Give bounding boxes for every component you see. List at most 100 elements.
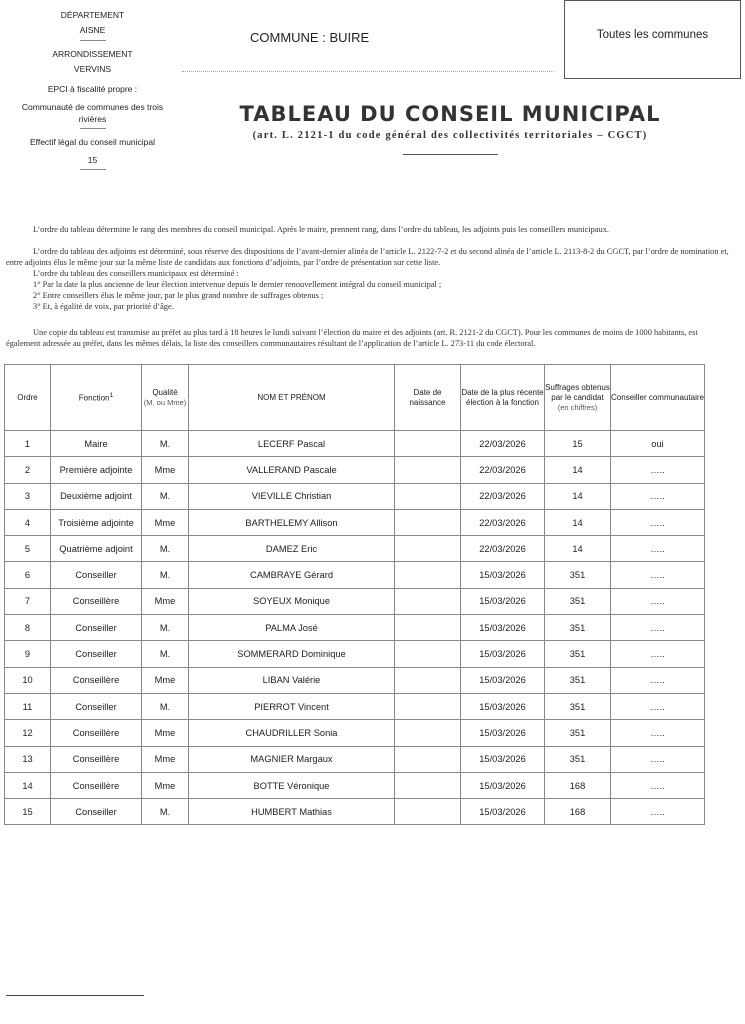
cell-nom: LECERF Pascal xyxy=(188,429,395,458)
footnote-separator xyxy=(6,995,144,996)
cell-naissance xyxy=(394,640,461,668)
cell-qualite: Mme xyxy=(141,666,189,694)
cell-fonction: Conseillère xyxy=(50,745,142,773)
cell-suffrages: 351 xyxy=(544,614,611,642)
cell-fonction: Conseiller xyxy=(50,692,142,721)
cell-ordre: 11 xyxy=(4,692,51,721)
cell-communautaire: ….. xyxy=(610,640,705,668)
cell-nom: SOYEUX Monique xyxy=(188,587,395,616)
cell-fonction: Deuxième adjoint xyxy=(50,482,142,510)
cell-election: 15/03/2026 xyxy=(460,640,545,668)
cell-fonction: Conseillère xyxy=(50,666,142,694)
page-title: TABLEAU DU CONSEIL MUNICIPAL xyxy=(239,102,661,126)
cell-suffrages: 14 xyxy=(544,508,611,537)
table-row: 3 Deuxième adjoint M. VIEVILLE Christian 22/… xyxy=(4,482,705,510)
cell-fonction: Première adjointe xyxy=(50,456,142,484)
cell-election: 22/03/2026 xyxy=(460,429,545,458)
cell-election: 22/03/2026 xyxy=(460,508,545,537)
cell-nom: PIERROT Vincent xyxy=(188,692,395,721)
intro-text: L’ordre du tableau détermine le rang des… xyxy=(6,224,732,349)
cell-communautaire: ….. xyxy=(610,561,705,589)
cell-election: 15/03/2026 xyxy=(460,614,545,642)
cell-election: 15/03/2026 xyxy=(460,798,545,826)
cell-naissance xyxy=(394,666,461,694)
table-row: 2 Première adjointe Mme VALLERAND Pascale 22… xyxy=(4,456,705,484)
header-fonction-label: Fonction xyxy=(78,393,110,403)
footnote-ref: 1 xyxy=(109,391,114,399)
cell-qualite: M. xyxy=(141,798,189,826)
cell-qualite: M. xyxy=(141,640,189,668)
dotted-line xyxy=(182,71,554,72)
table-row: 8 Conseiller M. PALMA José 15/03/2026 351….. xyxy=(4,614,705,642)
table-row: 9 Conseiller M. SOMMERARD Dominique 15/03/20… xyxy=(4,640,705,668)
cell-communautaire: ….. xyxy=(610,666,705,694)
cell-election: 15/03/2026 xyxy=(460,745,545,773)
cell-fonction: Conseillère xyxy=(50,771,142,800)
header-qualite: Qualité (M. ou Mme) xyxy=(141,364,189,431)
commune-name: COMMUNE : BUIRE xyxy=(250,30,370,45)
cell-fonction: Conseiller xyxy=(50,798,142,826)
cell-election: 15/03/2026 xyxy=(460,666,545,694)
cell-naissance xyxy=(394,745,461,773)
list-item: 3° Et, à égalité de voix, par priorité d… xyxy=(33,302,174,311)
table-row: 15 Conseiller M. HUMBERT Mathias 15/03/2026 1… xyxy=(4,798,705,826)
cell-suffrages: 15 xyxy=(544,429,611,458)
paragraph: L’ordre du tableau des adjoints est déte… xyxy=(6,247,729,267)
table-row: 11 Conseiller M. PIERROT Vincent 15/03/2026 3… xyxy=(4,692,705,721)
cell-naissance xyxy=(394,692,461,721)
table-row: 13 Conseillère Mme MAGNIER Margaux 15/03/202… xyxy=(4,745,705,773)
cell-nom: CAMBRAYE Gérard xyxy=(188,561,395,589)
cell-qualite: Mme xyxy=(141,587,189,616)
cell-election: 15/03/2026 xyxy=(460,719,545,747)
cell-ordre: 8 xyxy=(4,614,51,642)
cell-ordre: 13 xyxy=(4,745,51,773)
cell-nom: BOTTE Véronique xyxy=(188,771,395,800)
table-row: 5 Quatrième adjoint M. DAMEZ Eric 22/03/2026… xyxy=(4,535,705,563)
divider xyxy=(79,39,106,41)
cell-fonction: Conseiller xyxy=(50,640,142,668)
cell-ordre: 12 xyxy=(4,719,51,747)
cell-ordre: 5 xyxy=(4,535,51,563)
cell-nom: CHAUDRILLER Sonia xyxy=(188,719,395,747)
scope-box: Toutes les communes xyxy=(564,0,741,79)
cell-suffrages: 351 xyxy=(544,719,611,747)
cell-communautaire: oui xyxy=(610,429,705,458)
paragraph: L’ordre du tableau des conseillers munic… xyxy=(33,269,239,278)
cell-communautaire: ….. xyxy=(610,587,705,616)
cell-communautaire: ….. xyxy=(610,692,705,721)
table-row: 1 Maire M. LECERF Pascal 22/03/2026 15 oui xyxy=(4,429,705,458)
cell-ordre: 1 xyxy=(4,429,51,458)
cell-suffrages: 351 xyxy=(544,745,611,773)
cell-fonction: Conseillère xyxy=(50,587,142,616)
cell-qualite: Mme xyxy=(141,508,189,537)
cell-communautaire: ….. xyxy=(610,719,705,747)
cell-fonction: Maire xyxy=(50,429,142,458)
cell-ordre: 14 xyxy=(4,771,51,800)
cell-election: 15/03/2026 xyxy=(460,561,545,589)
cell-naissance xyxy=(394,719,461,747)
header-nom: NOM ET PRÉNOM xyxy=(188,364,395,431)
header-qualite-sub: (M. ou Mme) xyxy=(143,397,187,407)
divider xyxy=(79,128,106,130)
cell-qualite: Mme xyxy=(141,771,189,800)
table-row: 10 Conseillère Mme LIBAN Valérie 15/03/2026 3… xyxy=(4,666,705,694)
cell-suffrages: 168 xyxy=(544,798,611,826)
paragraph: L’ordre du tableau détermine le rang des… xyxy=(33,225,609,234)
cell-ordre: 3 xyxy=(4,482,51,510)
cell-communautaire: ….. xyxy=(610,798,705,826)
cell-naissance xyxy=(394,535,461,563)
cell-fonction: Conseiller xyxy=(50,561,142,589)
council-table: Ordre Fonction1 Qualité (M. ou Mme) NOM E… xyxy=(4,364,705,826)
header-suffrages: Suffrages obtenus par le candidat (en chi… xyxy=(544,364,611,431)
cell-naissance xyxy=(394,561,461,589)
cell-ordre: 4 xyxy=(4,508,51,537)
cell-ordre: 9 xyxy=(4,640,51,668)
table-row: 7 Conseillère Mme SOYEUX Monique 15/03/2026 3… xyxy=(4,587,705,616)
list-item: 2° Entre conseillers élus le même jour, … xyxy=(33,291,324,300)
cell-fonction: Quatrième adjoint xyxy=(50,535,142,563)
cell-fonction: Conseillère xyxy=(50,719,142,747)
arrondissement-label: ARRONDISSEMENT xyxy=(52,48,133,59)
cell-qualite: M. xyxy=(141,535,189,563)
table-row: 12 Conseillère Mme CHAUDRILLER Sonia 15/03/2… xyxy=(4,719,705,747)
